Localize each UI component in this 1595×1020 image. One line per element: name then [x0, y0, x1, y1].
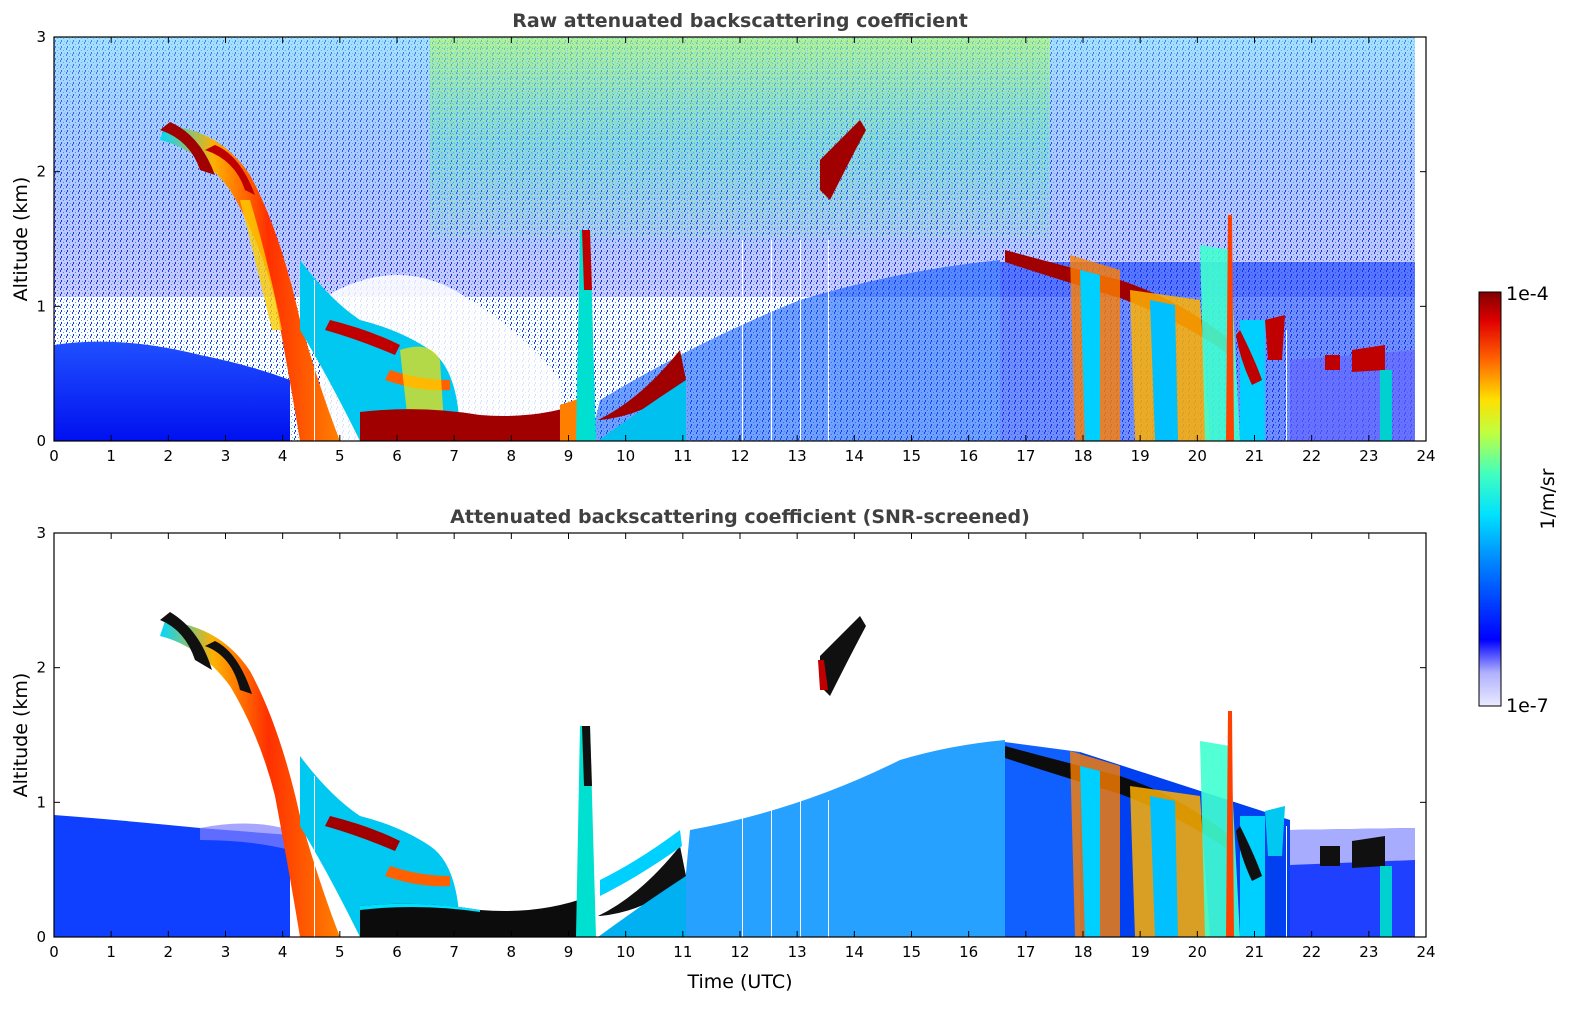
- x-tick-label: 24: [1416, 943, 1435, 961]
- x-tick-label: 14: [845, 943, 864, 961]
- x-tick-label: 11: [673, 943, 692, 961]
- top-y-axis: 0 1 2 3: [36, 28, 1426, 450]
- bottom-chart-title: Attenuated backscattering coefficient (S…: [450, 506, 1030, 528]
- colorbar-gradient: [1478, 291, 1502, 707]
- x-tick-label: 3: [221, 943, 231, 961]
- x-tick-label: 0: [49, 447, 59, 465]
- bottom-y-axis-label: Altitude (km): [10, 673, 32, 798]
- x-tick-label: 5: [335, 943, 345, 961]
- top-x-axis: 0 1 2 3 4 5 6 7 8 9 10 11 12 13 14 15 16 17 18 19 20 21 22 23 24: [49, 37, 1436, 465]
- raw-backscatter-panel: Raw attenuated backscattering coefficien…: [10, 10, 1436, 465]
- x-tick-label: 12: [730, 447, 749, 465]
- x-tick-label: 21: [1245, 943, 1264, 961]
- x-tick-label: 4: [278, 447, 288, 465]
- x-tick-label: 2: [164, 943, 174, 961]
- x-tick-label: 9: [564, 447, 574, 465]
- y-tick-label: 1: [36, 297, 46, 315]
- colorbar-unit-label: 1/m/sr: [1537, 468, 1559, 529]
- bottom-x-axis-label: Time (UTC): [686, 971, 792, 993]
- y-tick-label: 0: [36, 432, 46, 450]
- x-tick-label: 2: [164, 447, 174, 465]
- x-tick-label: 18: [1073, 943, 1092, 961]
- x-tick-label: 10: [616, 447, 635, 465]
- x-tick-label: 7: [449, 447, 459, 465]
- x-tick-label: 14: [845, 447, 864, 465]
- x-tick-label: 12: [730, 943, 749, 961]
- x-tick-label: 9: [564, 943, 574, 961]
- y-tick-label: 2: [36, 659, 46, 677]
- x-tick-label: 3: [221, 447, 231, 465]
- x-tick-label: 22: [1302, 447, 1321, 465]
- x-tick-label: 7: [449, 943, 459, 961]
- x-tick-label: 17: [1016, 943, 1035, 961]
- x-tick-label: 22: [1302, 943, 1321, 961]
- x-tick-label: 8: [507, 943, 517, 961]
- colorbar-min-label: 1e-7: [1506, 695, 1549, 717]
- x-tick-label: 16: [959, 447, 978, 465]
- x-tick-label: 23: [1359, 943, 1378, 961]
- y-tick-label: 3: [36, 28, 46, 46]
- snr-screened-heatmap: [54, 533, 1426, 937]
- y-tick-label: 3: [36, 524, 46, 542]
- x-tick-label: 11: [673, 447, 692, 465]
- x-tick-label: 6: [392, 447, 402, 465]
- x-tick-label: 13: [788, 447, 807, 465]
- x-tick-label: 15: [902, 943, 921, 961]
- top-chart-title: Raw attenuated backscattering coefficien…: [512, 10, 968, 32]
- x-tick-label: 20: [1188, 943, 1207, 961]
- y-tick-label: 0: [36, 928, 46, 946]
- x-tick-label: 1: [106, 943, 116, 961]
- snr-screened-panel: Attenuated backscattering coefficient (S…: [10, 506, 1436, 993]
- colorbar: 1e-4 1e-7 1/m/sr: [1478, 283, 1559, 717]
- x-tick-label: 10: [616, 943, 635, 961]
- x-tick-label: 17: [1016, 447, 1035, 465]
- x-tick-label: 19: [1131, 447, 1150, 465]
- x-tick-label: 13: [788, 943, 807, 961]
- bottom-x-axis: 0 1 2 3 4 5 6 7 8 9 10 11 12 13 14 15 16 17 18 19 20 21 22 23 24: [49, 533, 1436, 961]
- y-tick-label: 1: [36, 793, 46, 811]
- colorbar-max-label: 1e-4: [1506, 283, 1549, 305]
- bottom-y-axis: 0 1 2 3: [36, 524, 1426, 946]
- x-tick-label: 23: [1359, 447, 1378, 465]
- x-tick-label: 21: [1245, 447, 1264, 465]
- x-tick-label: 24: [1416, 447, 1435, 465]
- top-y-axis-label: Altitude (km): [10, 177, 32, 302]
- x-tick-label: 8: [507, 447, 517, 465]
- x-tick-label: 6: [392, 943, 402, 961]
- x-tick-label: 15: [902, 447, 921, 465]
- x-tick-label: 0: [49, 943, 59, 961]
- x-tick-label: 19: [1131, 943, 1150, 961]
- raw-backscatter-heatmap: [54, 37, 1426, 441]
- x-tick-label: 16: [959, 943, 978, 961]
- x-tick-label: 20: [1188, 447, 1207, 465]
- x-tick-label: 18: [1073, 447, 1092, 465]
- y-tick-label: 2: [36, 163, 46, 181]
- x-tick-label: 1: [106, 447, 116, 465]
- x-tick-label: 4: [278, 943, 288, 961]
- x-tick-label: 5: [335, 447, 345, 465]
